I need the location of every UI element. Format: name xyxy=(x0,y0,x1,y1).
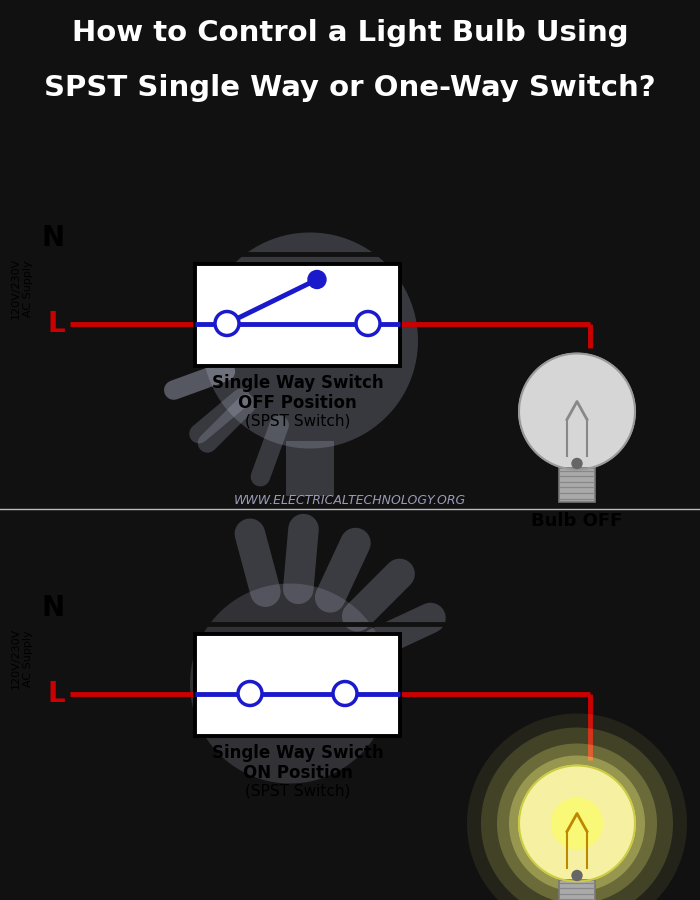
Text: 120V/230V
AC Supply: 120V/230V AC Supply xyxy=(11,628,33,689)
Bar xyxy=(559,467,595,501)
Text: WWW.ELECTRICALTECHNOLOGY.ORG: WWW.ELECTRICALTECHNOLOGY.ORG xyxy=(234,494,466,507)
Polygon shape xyxy=(481,727,673,900)
Text: L: L xyxy=(48,680,65,707)
Text: How to Control a Light Bulb Using: How to Control a Light Bulb Using xyxy=(71,19,629,47)
Polygon shape xyxy=(551,797,603,850)
Text: N: N xyxy=(42,593,65,622)
Polygon shape xyxy=(190,583,390,784)
Text: ON Position: ON Position xyxy=(243,763,352,781)
Circle shape xyxy=(215,311,239,336)
Polygon shape xyxy=(497,743,657,900)
Circle shape xyxy=(356,311,380,336)
Circle shape xyxy=(308,271,326,289)
Circle shape xyxy=(572,458,582,469)
Text: SPST Single Way or One-Way Switch?: SPST Single Way or One-Way Switch? xyxy=(44,74,656,102)
Polygon shape xyxy=(202,232,418,448)
Polygon shape xyxy=(519,354,635,470)
Text: (SPST Switch): (SPST Switch) xyxy=(245,784,350,798)
Text: Single Way Swicth: Single Way Swicth xyxy=(211,743,384,761)
Bar xyxy=(195,634,400,735)
Text: (SPST Switch): (SPST Switch) xyxy=(245,413,350,428)
Text: L: L xyxy=(48,310,65,338)
Polygon shape xyxy=(467,714,687,900)
Circle shape xyxy=(572,870,582,880)
Polygon shape xyxy=(519,766,635,881)
Bar xyxy=(286,440,334,496)
Bar xyxy=(559,879,595,900)
Text: Single Way Switch: Single Way Switch xyxy=(211,374,384,392)
Circle shape xyxy=(333,681,357,706)
Circle shape xyxy=(238,681,262,706)
Text: N: N xyxy=(42,223,65,251)
Bar xyxy=(195,264,400,365)
Polygon shape xyxy=(509,755,645,892)
Text: 120V/230V
AC Supply: 120V/230V AC Supply xyxy=(11,258,33,319)
Text: Bulb OFF: Bulb OFF xyxy=(531,511,623,529)
Text: OFF Position: OFF Position xyxy=(238,393,357,411)
